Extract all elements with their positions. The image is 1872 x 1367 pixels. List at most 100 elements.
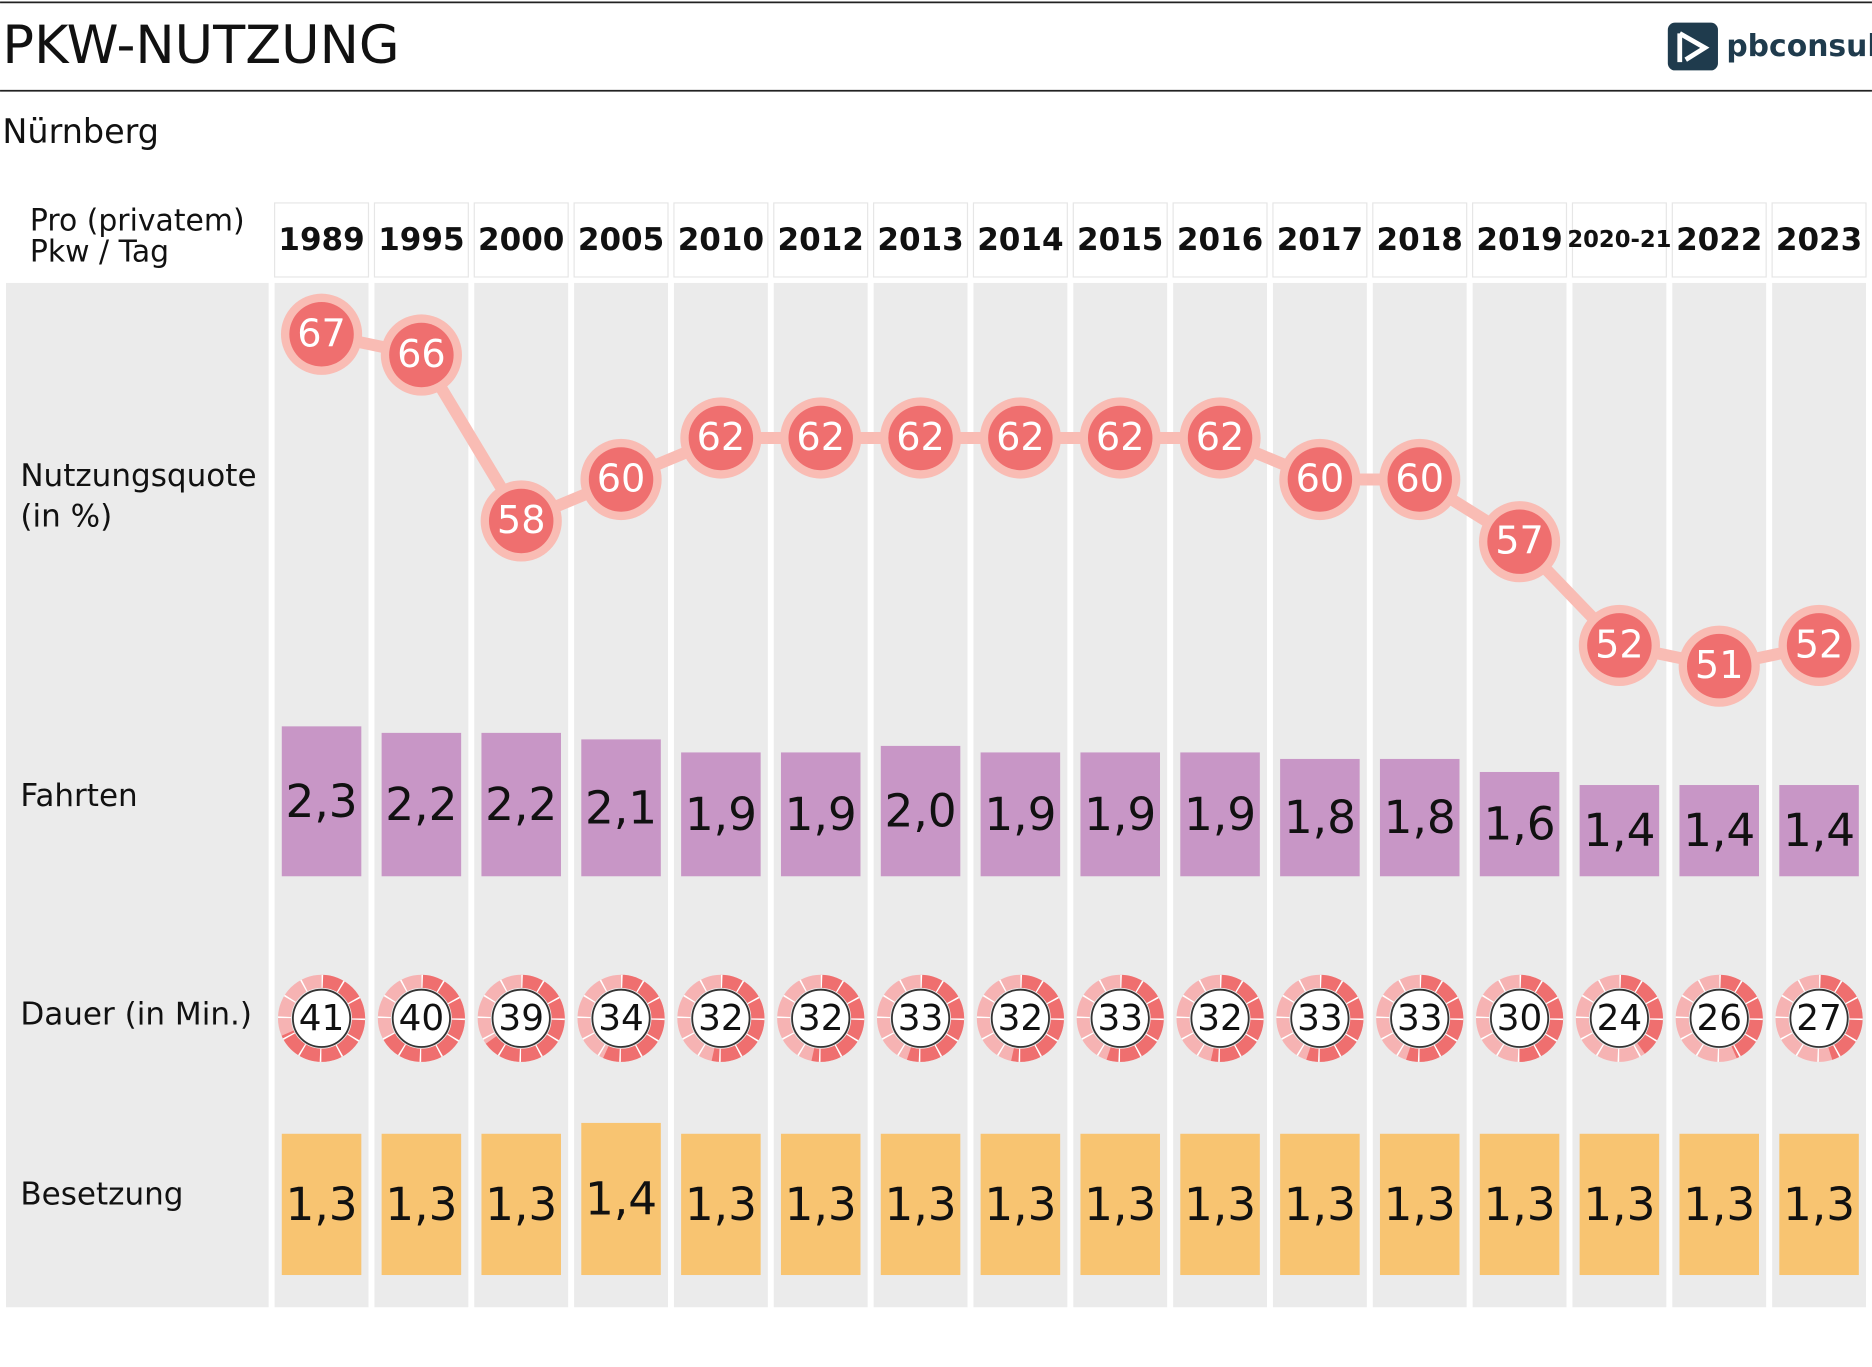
bar-label: 1,3 [685,1178,757,1231]
point-label: 51 [1695,644,1744,688]
bar [1779,1133,1859,1276]
bar-label: 1,3 [1783,1178,1855,1231]
row-label: Fahrten [20,778,138,815]
bar-label: 1,9 [1184,788,1256,841]
gauge-face [1689,988,1749,1048]
bar-label: 1,4 [1683,804,1755,857]
gauge-face [292,988,352,1048]
gauge-ticks [1475,974,1564,1062]
bar [1180,752,1260,877]
bar-label: 2,2 [385,778,457,831]
gauge-label: 32 [998,998,1044,1039]
bar [780,752,861,877]
bar-label: 2,2 [485,778,557,831]
point-label: 62 [697,416,746,460]
bar-label: 1,8 [1284,791,1356,844]
gauge-ticks [577,974,665,1062]
gauge-ticks [976,974,1064,1062]
x-tick-label: 1995 [378,222,464,258]
header-cell [573,202,669,278]
bar-label: 1,3 [1583,1178,1655,1231]
row-label-box: Besetzung [20,1177,184,1213]
header-cell [1571,202,1667,278]
header-label-cell [6,202,269,277]
gauge-face [891,988,951,1048]
x-tick-label: 2005 [578,222,664,258]
header-cell [1771,202,1867,278]
gauge-ticks [777,974,865,1062]
point [389,322,454,388]
bar [1379,1133,1460,1276]
row-label-box: Fahrten [20,778,138,815]
x-tick-label: 2014 [977,222,1063,258]
gauge-label: 32 [1197,998,1243,1039]
logo-glyph [1677,31,1710,63]
row-label: Nutzungsquote (in %) [20,458,257,535]
label-column [6,282,269,1308]
x-tick-label: 2015 [1077,222,1163,258]
row-label-box: Nutzungsquote (in %) [20,458,257,535]
bar [1080,752,1160,877]
point-label: 62 [796,416,845,460]
gauge-face [491,988,551,1048]
bar [1579,785,1660,877]
header-cell [673,202,769,278]
bar [1280,758,1360,877]
bar [1679,1133,1759,1276]
point [1187,405,1253,471]
bar [481,1133,561,1276]
x-tick-label: 2023 [1776,222,1862,258]
bar [1379,758,1460,877]
bar [780,1133,861,1276]
bar-label: 2,3 [285,775,357,828]
bar-label: 1,6 [1483,798,1555,851]
point-label: 62 [896,416,945,460]
header-cell [1272,202,1368,278]
point [988,405,1053,471]
header-cell [873,202,969,278]
bar-label: 1,3 [785,1178,857,1231]
gauge-ticks [377,974,465,1062]
point [1287,447,1353,512]
bar [581,739,661,877]
point-label: 60 [1395,457,1444,501]
bar [281,1133,362,1276]
bar [980,752,1061,877]
header-label-box: Pro (privatem) Pkw / Tag [30,205,245,266]
row-label: Dauer (in Min.) [20,996,252,1033]
gauge-label: 33 [1097,998,1143,1039]
gauge-label: 33 [898,998,944,1039]
chart-title: PKW-NUTZUNG [2,15,399,76]
header-cell [1072,202,1168,278]
x-tick-label: 2010 [678,222,764,258]
gauge-label: 34 [598,998,644,1039]
x-tick-label: 2017 [1277,222,1363,258]
bar-label: 1,3 [1284,1178,1356,1231]
bar [1679,785,1759,877]
bar [681,1133,761,1276]
gauge-ticks [1675,974,1763,1062]
gauge-label: 39 [498,998,544,1039]
row-label: Besetzung [20,1177,184,1213]
bar [1080,1133,1160,1276]
point-label: 67 [297,312,346,356]
gauge-label: 27 [1796,998,1842,1039]
bar [281,726,362,877]
point-label: 66 [397,333,446,377]
gauge-face [591,988,651,1048]
bar-label: 1,3 [1384,1178,1456,1231]
x-tick-label: 2012 [778,222,864,258]
gauge-ticks [1076,974,1164,1062]
point-label: 62 [996,416,1045,460]
bar [1479,771,1560,877]
gauge-ticks [1376,974,1464,1062]
gauge-face [1390,988,1450,1048]
point [788,405,853,471]
gauge-label: 30 [1497,998,1543,1039]
gauge-ticks [1775,974,1863,1062]
row-label-box: Dauer (in Min.) [20,996,252,1033]
point [588,447,654,512]
header-cell [1472,202,1568,278]
header-cell [1372,202,1468,278]
point [1487,509,1552,574]
